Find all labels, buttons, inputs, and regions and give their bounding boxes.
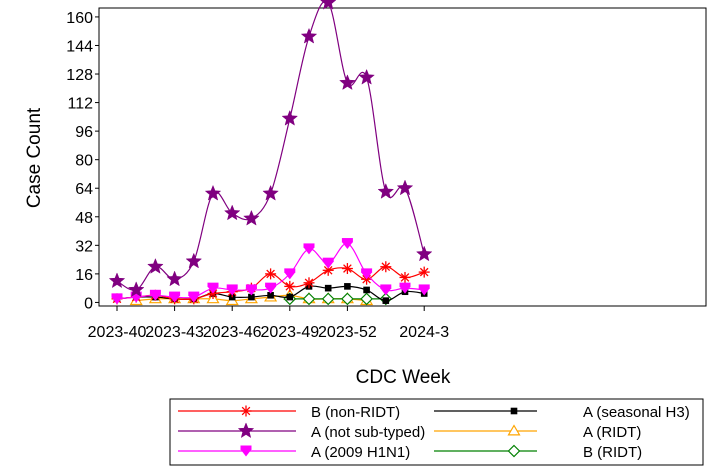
y-tick-label: 16 — [75, 267, 93, 284]
data-point — [267, 291, 274, 299]
data-point — [265, 282, 277, 294]
y-tick-label: 112 — [67, 96, 93, 113]
legend-item: A (seasonal H3) — [434, 404, 690, 421]
legend: B (non-RIDT) A (not sub-typed) A (2009 H1N… — [169, 398, 704, 466]
data-point — [303, 243, 315, 255]
data-point — [302, 292, 316, 306]
data-point — [382, 297, 390, 304]
legend-label: A (2009 H1N1) — [311, 444, 410, 461]
data-point — [341, 292, 354, 306]
data-point — [284, 268, 296, 280]
data-point — [361, 268, 373, 280]
data-point — [226, 284, 238, 296]
y-tick-label: 144 — [66, 38, 93, 55]
data-point — [303, 277, 315, 289]
data-point — [207, 282, 219, 294]
data-point — [223, 204, 241, 221]
x-tick-label: 2023-43 — [145, 324, 204, 341]
plot-area: 01632486480961121281441602023-402023-432… — [66, 0, 707, 341]
x-tick-label: 2023-52 — [318, 324, 377, 341]
legend-marker — [507, 424, 521, 436]
series-a-not-sub-typed — [108, 0, 433, 298]
legend-marker — [237, 422, 255, 439]
legend-marker — [507, 444, 521, 458]
data-point — [188, 291, 200, 303]
data-point — [281, 109, 299, 126]
y-tick-label: 48 — [75, 210, 93, 227]
y-tick-label: 96 — [75, 124, 93, 141]
series-line — [116, 0, 425, 291]
data-point — [377, 183, 395, 199]
legend-box — [169, 398, 704, 466]
data-point — [204, 184, 222, 201]
data-point — [286, 293, 294, 301]
x-tick-label: 2023-46 — [203, 324, 262, 341]
data-point — [396, 179, 414, 196]
data-point — [265, 268, 277, 280]
legend-marker — [510, 407, 518, 415]
legend-item: A (2009 H1N1) — [178, 444, 410, 461]
data-point — [248, 293, 255, 301]
x-tick-label: 2023-49 — [260, 324, 319, 341]
y-tick-label: 160 — [66, 10, 93, 27]
data-point — [415, 245, 433, 262]
legend-marker — [240, 445, 252, 457]
data-point — [360, 292, 373, 306]
legend-item: B (RIDT) — [434, 444, 642, 461]
legend-label: B (non-RIDT) — [311, 404, 400, 421]
data-point — [363, 286, 370, 294]
data-point — [147, 258, 164, 274]
x-tick-label: 2024-3 — [399, 324, 449, 341]
data-point — [324, 284, 332, 292]
data-point — [399, 282, 411, 294]
data-point — [166, 270, 183, 287]
data-point — [284, 280, 296, 292]
series-a-2009-h1n1 — [111, 238, 430, 305]
data-point — [300, 27, 318, 44]
data-point — [321, 292, 335, 306]
data-point — [341, 263, 353, 275]
data-point — [418, 284, 430, 296]
legend-item: A (RIDT) — [434, 424, 641, 441]
x-tick-label: 2023-40 — [88, 324, 147, 341]
data-point — [399, 271, 411, 283]
y-tick-label: 0 — [84, 295, 93, 312]
legend-label: A (seasonal H3) — [583, 404, 690, 421]
data-point — [358, 68, 375, 85]
y-tick-label: 128 — [66, 67, 93, 84]
legend-label: A (not sub-typed) — [311, 424, 425, 441]
y-tick-label: 32 — [75, 238, 93, 255]
data-point — [245, 284, 257, 296]
x-axis-title: CDC Week — [356, 367, 451, 388]
legend-label: A (RIDT) — [583, 424, 641, 441]
legend-item: A (not sub-typed) — [178, 422, 425, 441]
data-point — [108, 272, 126, 289]
data-point — [380, 261, 392, 273]
data-point — [127, 281, 145, 298]
legend-marker — [240, 405, 252, 417]
data-point — [322, 257, 334, 269]
data-point — [169, 291, 181, 303]
legend-label: B (RIDT) — [583, 444, 642, 461]
data-point — [344, 283, 351, 290]
data-point — [149, 289, 161, 301]
legend-item: B (non-RIDT) — [178, 404, 400, 421]
data-point — [341, 238, 353, 250]
data-point — [185, 252, 203, 269]
data-point — [262, 184, 279, 201]
data-point — [319, 0, 337, 10]
data-point — [130, 291, 142, 303]
data-point — [339, 74, 356, 91]
plot-frame — [98, 7, 707, 307]
data-point — [243, 209, 260, 226]
y-tick-label: 80 — [75, 153, 93, 170]
data-point — [111, 293, 123, 305]
data-point — [380, 284, 392, 296]
y-tick-label: 64 — [75, 181, 93, 198]
y-axis-title: Case Count — [24, 107, 45, 208]
data-point — [418, 266, 430, 278]
